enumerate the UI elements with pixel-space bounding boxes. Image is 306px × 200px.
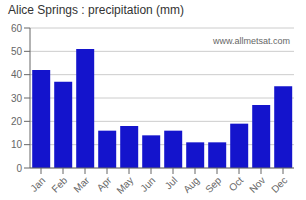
svg-text:Apr: Apr <box>95 174 114 193</box>
svg-text:20: 20 <box>11 116 23 127</box>
svg-text:Sep: Sep <box>203 174 224 195</box>
svg-text:Oct: Oct <box>227 175 246 194</box>
svg-text:0: 0 <box>16 163 22 174</box>
svg-text:Aug: Aug <box>181 175 201 195</box>
svg-text:Jul: Jul <box>163 175 180 192</box>
svg-text:60: 60 <box>11 23 23 34</box>
svg-text:Jun: Jun <box>138 175 157 194</box>
svg-text:40: 40 <box>11 69 23 80</box>
svg-text:50: 50 <box>11 46 23 57</box>
html-text:Alice Springs : precipitation: Alice Springs : precipitation (mm) <box>8 3 185 17</box>
html-text:www.allmetsat.com: www.allmetsat.com <box>213 36 290 46</box>
svg-text:Dec: Dec <box>269 175 289 195</box>
svg-text:Jan: Jan <box>28 175 47 194</box>
svg-text:30: 30 <box>11 93 23 104</box>
svg-text:Mar: Mar <box>71 174 91 194</box>
svg-text:Feb: Feb <box>49 174 69 194</box>
svg-text:10: 10 <box>11 139 23 150</box>
svg-text:May: May <box>114 175 135 196</box>
svg-text:Nov: Nov <box>247 175 267 195</box>
